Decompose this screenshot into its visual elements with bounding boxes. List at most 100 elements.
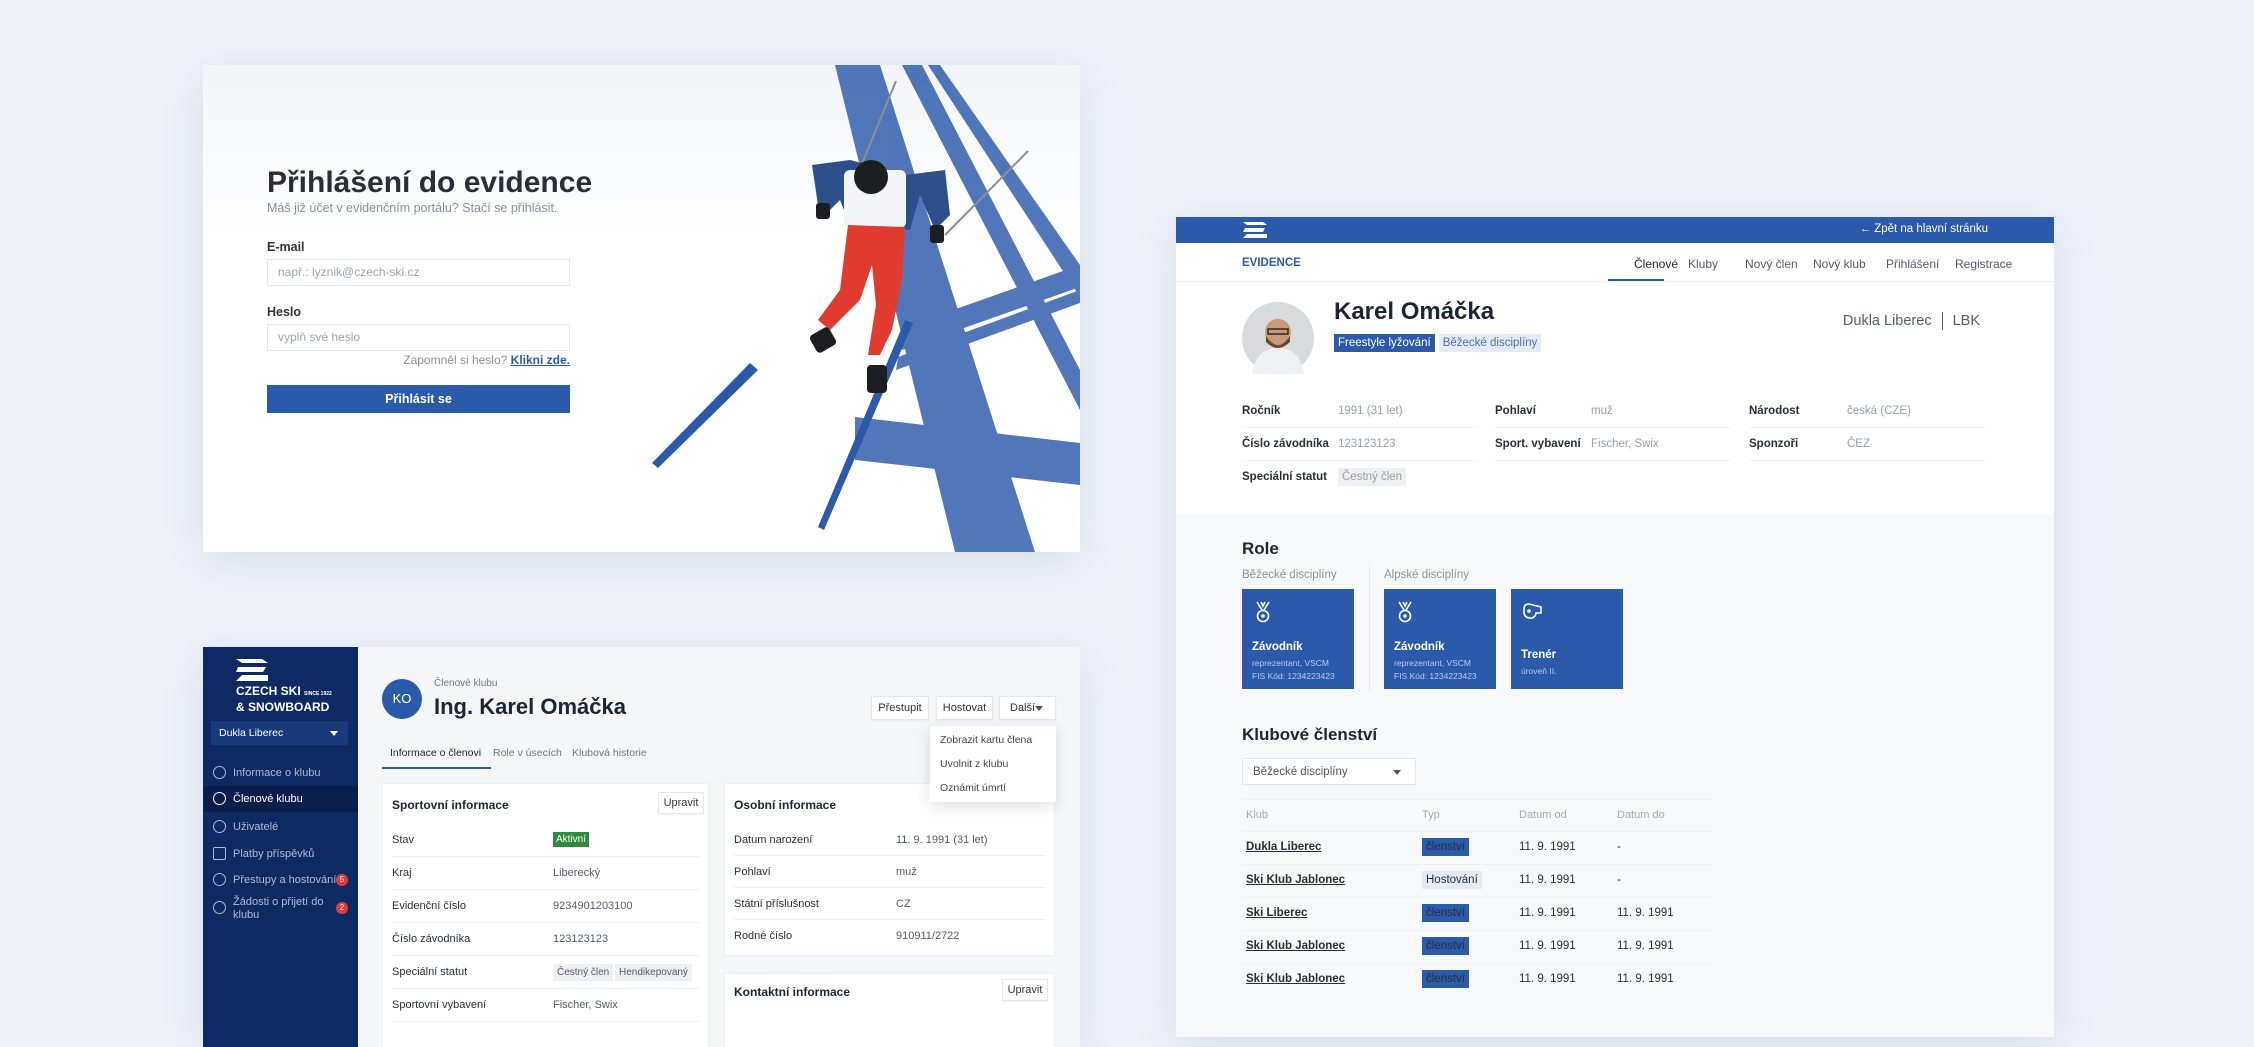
more-dropdown-menu: Zobrazit kartu člena Uvolnit z klubu Ozn… (930, 726, 1056, 802)
club-link[interactable]: Ski Klub Jablonec (1246, 940, 1346, 952)
info-label: Pohlaví (1495, 405, 1536, 417)
nav-0[interactable]: Členové (1634, 257, 1679, 271)
role-detail: úroveň II. (1521, 666, 1557, 676)
sidebar-item[interactable]: Žádosti o přijetí do klubu 2 (203, 895, 358, 921)
field-value: muž (896, 866, 917, 878)
tag-freestyle: Freestyle lyžování (1334, 334, 1435, 352)
date-from: 11. 9. 1991 (1519, 907, 1576, 919)
discipline-tags: Freestyle lyžování Běžecké disciplíny (1334, 333, 1545, 352)
sidebar-item[interactable]: Členové klubu (203, 786, 358, 812)
sidebar-item-label: Přestupy a hostování (233, 874, 337, 886)
membership-title: Klubové členství (1242, 725, 1378, 744)
row-divider (1242, 963, 1712, 964)
status-tag: Čestný člen (553, 964, 614, 981)
avatar-initials: KO (392, 691, 412, 706)
role-fis-code: FIS Kód: 1234223423 (1252, 671, 1335, 681)
club-link[interactable]: Ski Klub Jablonec (1246, 874, 1346, 886)
info-label: Národost (1749, 405, 1800, 417)
role-card[interactable]: Trenér úroveň II. (1511, 589, 1623, 689)
divider (1242, 427, 1478, 428)
edit-sport-button[interactable]: Upravit (658, 792, 704, 814)
password-input[interactable]: vyplň své heslo (267, 324, 570, 351)
arrow-left-icon: ← (1859, 223, 1875, 235)
sidebar-item[interactable]: Uživatelé (203, 814, 358, 840)
tab-1[interactable]: Role v úsecích (493, 747, 562, 759)
club-code: LBK (1952, 312, 1980, 329)
club-admin-card: CZECH SKI SINCE 1922 & SNOWBOARD Dukla Li… (203, 647, 1080, 1047)
sport-info-title: Sportovní informace (392, 798, 509, 812)
field-label: Evidenční číslo (392, 900, 466, 912)
menu-item-report-death[interactable]: Oznámit úmrtí (940, 782, 1006, 794)
date-to: 11. 9. 1991 (1617, 907, 1674, 919)
logo-line2: & SNOWBOARD (236, 700, 330, 714)
info-label: Sport. vybavení (1495, 438, 1581, 450)
nav-1[interactable]: Kluby (1688, 257, 1719, 271)
club-link[interactable]: Ski Klub Jablonec (1246, 973, 1346, 985)
menu-item-release[interactable]: Uvolnit z klubu (940, 758, 1009, 770)
divider (734, 919, 1046, 920)
field-label: Datum narození (734, 834, 813, 846)
personal-info-panel: Osobní informace Datum narození 11. 9. 19… (724, 783, 1055, 956)
tab-2[interactable]: Klubová historie (572, 747, 647, 759)
main-nav: EVIDENCE Členové Kluby Nový člen Nový klub P… (1176, 243, 2054, 282)
field-label: Státní příslušnost (734, 898, 819, 910)
role-fis-code: FIS Kód: 1234223423 (1394, 671, 1477, 681)
club-link[interactable]: Dukla Liberec (1246, 841, 1322, 853)
info-value: Čestný člen (1338, 468, 1407, 486)
club-name: Dukla Liberec (1842, 312, 1932, 329)
club-select[interactable]: Dukla Liberec (211, 721, 348, 745)
chevron-down-icon (1035, 706, 1043, 711)
club-link[interactable]: Ski Liberec (1246, 907, 1308, 919)
contact-info-title: Kontaktní informace (734, 985, 851, 999)
login-button[interactable]: Přihlásit se (267, 385, 570, 413)
tab-0[interactable]: Informace o členovi (390, 747, 482, 759)
transfer-button[interactable]: Přestupit (871, 696, 929, 720)
sidebar: CZECH SKI SINCE 1922 & SNOWBOARD Dukla Li… (203, 647, 358, 1047)
table-header: Klub (1246, 809, 1269, 821)
sidebar-item[interactable]: Platby příspěvků (203, 841, 358, 867)
divider (1749, 460, 1985, 461)
count-badge: 5 (336, 874, 348, 886)
forgot-text: Zapomněl si heslo? (403, 353, 508, 367)
edit-contact-button[interactable]: Upravit (1002, 979, 1048, 1001)
nav-4[interactable]: Přihlášení (1886, 257, 1940, 271)
info-value: 123123123 (1338, 438, 1396, 450)
date-from: 11. 9. 1991 (1519, 973, 1576, 985)
forgot-link[interactable]: Klikni zde. (510, 353, 570, 367)
whistle-icon (1523, 603, 1542, 619)
personal-info-title: Osobní informace (734, 798, 837, 812)
guest-button[interactable]: Hostovat (936, 696, 993, 720)
back-link[interactable]: ← Zpět na hlavní stránku (1860, 223, 1989, 235)
login-card: Přihlášení do evidence Máš již účet v ev… (203, 65, 1080, 552)
add-user-icon (213, 901, 226, 914)
field-value: 910911/2722 (896, 930, 960, 942)
field-value: 11. 9. 1991 (31 let) (896, 834, 988, 846)
field-label: Speciální statut (392, 966, 468, 978)
members-icon (213, 792, 226, 805)
status-badge: Aktivní (553, 832, 590, 847)
membership-type-badge: členství (1422, 970, 1469, 988)
divider (1369, 567, 1370, 691)
menu-item-show-card[interactable]: Zobrazit kartu člena (940, 734, 1033, 746)
sidebar-item[interactable]: Přestupy a hostování 5 (203, 867, 358, 893)
discipline-select[interactable]: Běžecké disciplíny (1242, 758, 1416, 785)
roles-title: Role (1242, 539, 1279, 558)
role-card[interactable]: Závodník reprezentant, VSCM FIS Kód: 12342… (1384, 589, 1496, 689)
nav-3[interactable]: Nový klub (1813, 257, 1866, 271)
email-input[interactable]: např.: lyznik@czech-ski.cz (267, 259, 570, 286)
more-button[interactable]: Další (999, 696, 1056, 720)
date-to: 11. 9. 1991 (1617, 940, 1674, 952)
nav-2[interactable]: Nový člen (1745, 257, 1798, 271)
divider (1495, 460, 1731, 461)
sidebar-item-label: Platby příspěvků (233, 848, 315, 860)
date-from: 11. 9. 1991 (1519, 940, 1576, 952)
divider (734, 887, 1046, 888)
nav-5[interactable]: Registrace (1955, 257, 2013, 271)
sidebar-item-label: Žádosti o přijetí do klubu (233, 896, 324, 921)
chevron-down-icon (1393, 770, 1401, 775)
sidebar-item[interactable]: Informace o klubu (203, 760, 358, 786)
email-label: E-mail (267, 240, 305, 254)
role-card[interactable]: Závodník reprezentant, VSCM FIS Kód: 12342… (1242, 589, 1354, 689)
role-group-alpine: Alpské disciplíny (1384, 569, 1470, 581)
row-divider (1242, 930, 1712, 931)
